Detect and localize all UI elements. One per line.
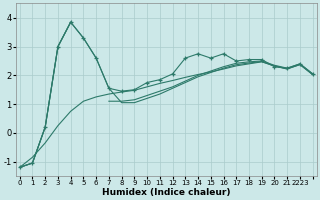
X-axis label: Humidex (Indice chaleur): Humidex (Indice chaleur) bbox=[102, 188, 230, 197]
